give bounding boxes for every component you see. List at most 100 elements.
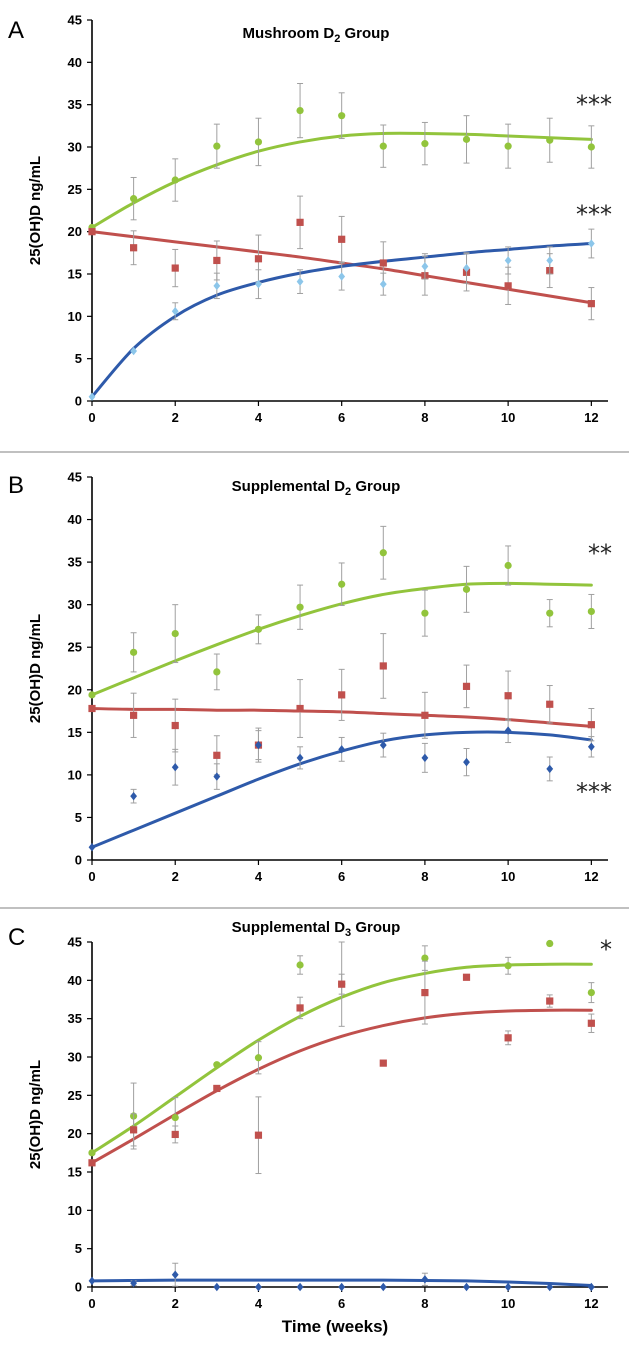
x-tick-label: 12 [584,869,598,884]
significance-stars: *** [576,778,612,806]
y-tick-label: 35 [68,97,82,112]
x-tick-label: 12 [584,1296,598,1311]
chart-title-subscript: 3 [345,927,351,939]
data-point-blue [171,763,179,772]
data-point-blue [338,1282,346,1292]
x-tick-label: 0 [88,869,95,884]
chart-title-main: Supplemental D [232,919,346,936]
data-point-green [504,142,512,150]
chart-title: Mushroom D2 Group [243,25,390,45]
data-point-blue [587,742,595,752]
chart-title: Supplemental D3 Group [232,919,401,939]
data-point-green [213,142,221,150]
data-point-green [462,585,471,593]
data-point-blue [504,726,512,735]
y-tick-label: 35 [68,1011,82,1026]
data-point-blue [421,753,429,763]
data-point-red [504,282,512,290]
data-point-red [88,704,96,713]
data-point-red [462,682,471,690]
data-point-green [171,176,179,184]
data-point-red [587,300,595,308]
x-tick-label: 2 [172,1296,179,1311]
x-tick-label: 8 [421,410,428,425]
y-tick-label: 0 [75,853,82,868]
data-point-blue [296,277,304,286]
significance-stars: *** [576,201,612,229]
data-point-blue [255,1282,262,1292]
data-point-blue [379,279,387,289]
data-point-green [504,561,512,570]
data-point-red [296,704,304,713]
y-tick-label: 25 [68,640,82,655]
data-point-green [379,142,387,150]
significance-stars: ** [588,540,612,568]
data-point-blue [463,263,470,273]
data-point-green [88,1149,96,1157]
y-tick-label: 20 [68,224,82,239]
data-point-red [130,711,138,719]
x-tick-label: 6 [338,1296,345,1311]
data-point-green [587,143,595,151]
data-point-green [587,989,595,997]
y-tick-label: 10 [68,1203,82,1218]
data-point-blue [130,346,138,356]
data-point-green [88,691,96,699]
y-tick-label: 5 [75,351,82,366]
y-tick-label: 25 [68,182,82,197]
chart-title-suffix: Group [351,919,400,936]
y-tick-label: 30 [68,140,82,155]
y-tick-label: 30 [68,597,82,612]
data-point-blue [88,1276,96,1286]
data-point-red [379,259,387,267]
data-point-red [379,1059,387,1067]
y-tick-label: 30 [68,1050,82,1065]
data-point-red [338,980,346,988]
data-point-red [130,1126,138,1134]
y-tick-label: 5 [75,1241,82,1256]
data-point-blue [130,791,138,801]
data-point-red [338,691,346,699]
x-tick-label: 6 [338,869,345,884]
data-point-red [296,1004,304,1012]
y-tick-label: 5 [75,810,82,825]
data-point-blue [504,1282,512,1292]
data-point-blue [213,772,221,781]
x-tick-label: 4 [255,1296,263,1311]
data-point-green [254,1054,263,1062]
x-axis-label: Time (weeks) [282,1317,388,1336]
data-point-red [504,1034,512,1042]
y-axis-label: 25(OH)D ng/mL [27,1060,44,1169]
data-point-blue [171,307,179,316]
panel-letter: A [8,17,24,44]
data-point-green [213,1061,221,1069]
data-point-green [421,140,429,148]
data-point-green [462,135,471,143]
data-point-green [338,580,346,588]
y-tick-label: 45 [68,470,82,485]
data-point-green [296,961,304,969]
data-point-blue [296,753,304,763]
significance-stars: * [600,936,612,964]
y-tick-label: 0 [75,1280,82,1295]
chart-title-main: Mushroom D [243,25,335,42]
x-tick-label: 6 [338,410,345,425]
data-point-red [546,997,554,1005]
data-point-green [213,668,221,676]
y-tick-label: 20 [68,1126,82,1141]
data-point-blue [379,740,387,750]
x-tick-label: 10 [501,869,515,884]
x-tick-label: 8 [421,869,428,884]
chart-panel-b: B Supplemental D2 Group051015202530354045… [8,470,612,885]
data-point-red [504,692,512,700]
data-point-green [254,625,263,633]
data-point-red [88,228,96,236]
chart-title-suffix: Group [340,25,389,42]
data-point-blue [546,256,554,265]
data-point-blue [338,272,346,281]
x-tick-label: 0 [88,1296,95,1311]
y-tick-label: 45 [68,935,82,950]
data-point-red [546,700,554,708]
